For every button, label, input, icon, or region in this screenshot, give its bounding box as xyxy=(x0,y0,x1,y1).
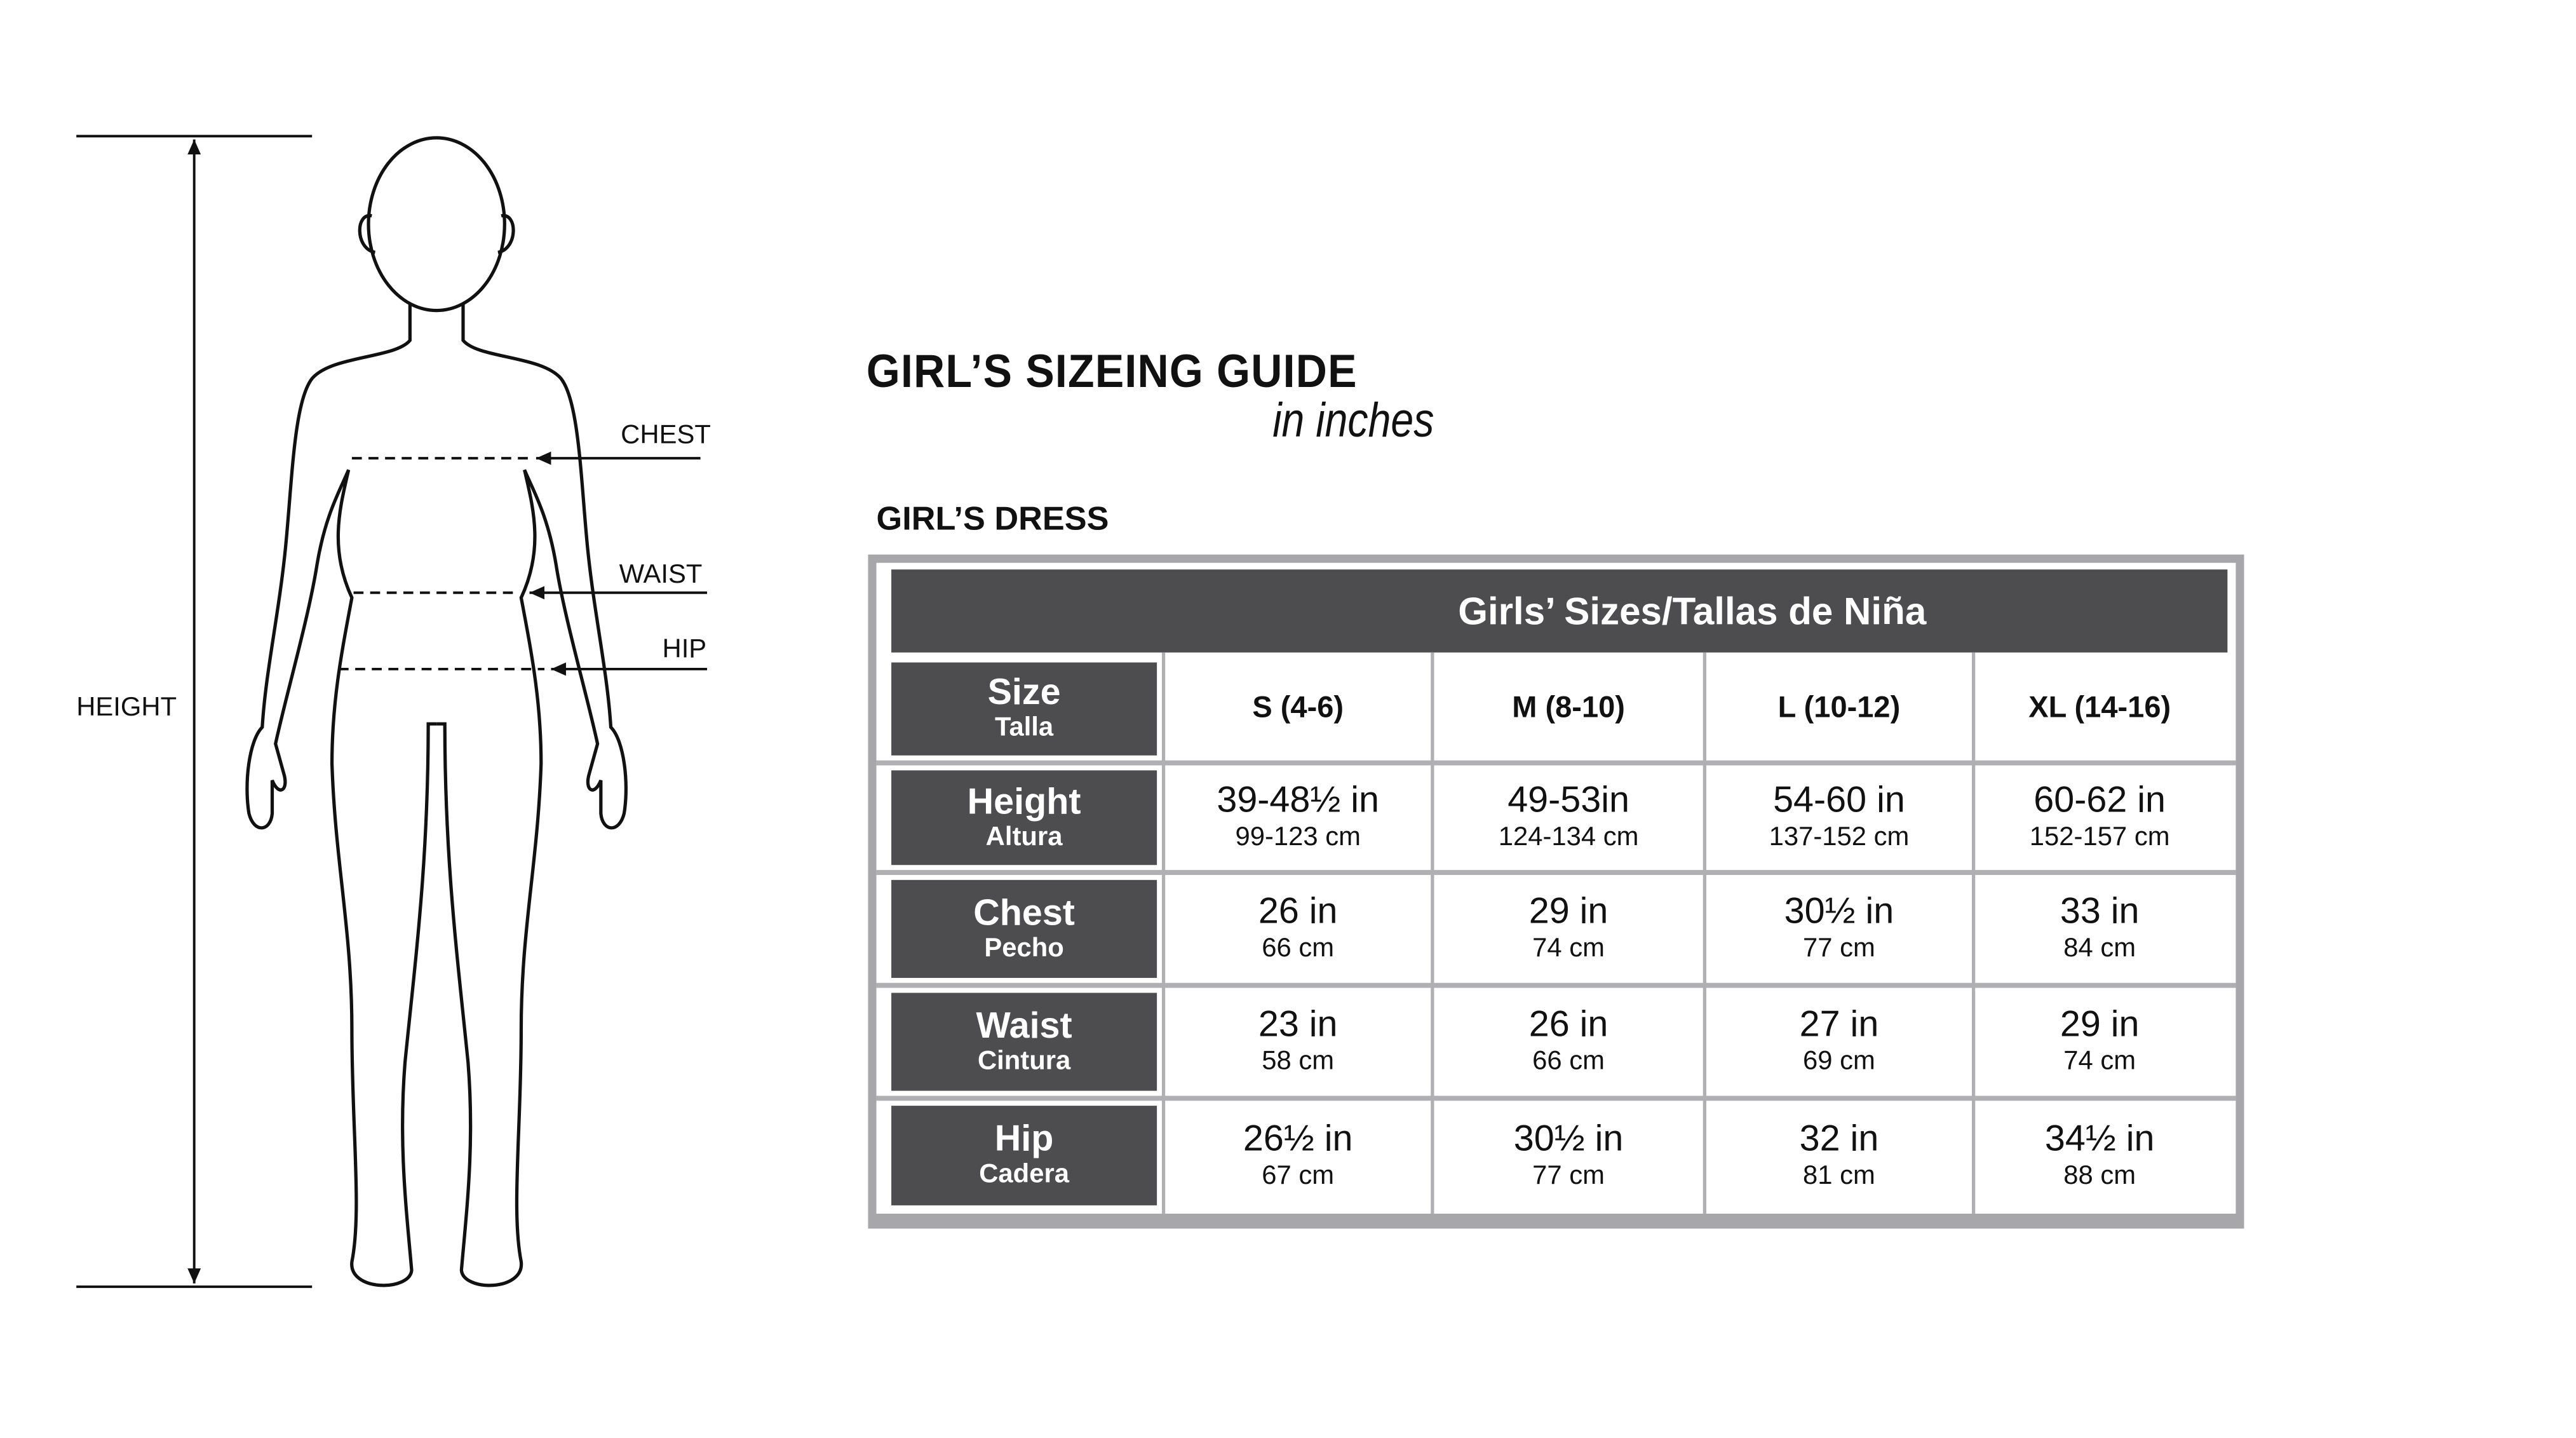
column-divider xyxy=(1161,652,1166,1214)
value-cm: 67 cm xyxy=(1262,1161,1335,1190)
size-label-es: Talla xyxy=(995,714,1054,742)
row-label-chest: Chest Pecho xyxy=(891,879,1157,978)
chest-label: CHEST xyxy=(621,421,711,451)
column-divider xyxy=(1972,652,1976,1214)
table-cell: 26 in 66 cm xyxy=(1165,873,1431,982)
table-cell: 26½ in 67 cm xyxy=(1165,1099,1431,1211)
measurement-label-es: Cintura xyxy=(977,1047,1071,1075)
size-row-label: Size Talla xyxy=(891,662,1157,756)
size-column-header: L (10-12) xyxy=(1777,690,1901,724)
value-inches: 26½ in xyxy=(1243,1116,1353,1158)
measurement-label-es: Pecho xyxy=(984,933,1064,963)
guide-subtitle: in inches xyxy=(1272,395,1434,449)
value-cm: 137-152 cm xyxy=(1769,823,1910,852)
table-cell: 49-53in 124-134 cm xyxy=(1434,764,1703,870)
value-inches: 29 in xyxy=(2060,1003,2140,1045)
size-table: Girls’ Sizes/Tallas de Niña Size Talla S (… xyxy=(868,554,2244,1229)
value-cm: 81 cm xyxy=(1803,1161,1875,1190)
measurement-label: Waist xyxy=(976,1003,1072,1045)
column-divider xyxy=(1431,652,1434,1214)
table-cell: 30½ in 77 cm xyxy=(1706,873,1972,982)
measurement-label-es: Cadera xyxy=(979,1160,1069,1189)
waist-label: WAIST xyxy=(619,561,703,590)
value-inches: 54-60 in xyxy=(1773,778,1905,820)
table-cell: 54-60 in 137-152 cm xyxy=(1706,764,1972,870)
value-cm: 88 cm xyxy=(2063,1161,2136,1190)
girl-silhouette xyxy=(247,136,626,1285)
table-cell: 30½ in 77 cm xyxy=(1434,1099,1703,1211)
table-cell: 34½ in 88 cm xyxy=(1975,1099,2224,1211)
value-cm: 152-157 cm xyxy=(2029,823,2170,852)
row-divider xyxy=(876,870,2236,875)
table-cell: 26 in 66 cm xyxy=(1434,986,1703,1095)
guide-title: GIRL’S SIZEING GUIDE xyxy=(866,345,1358,397)
measurement-label: Height xyxy=(967,779,1081,822)
table-cell: 60-62 in 152-157 cm xyxy=(1975,764,2224,870)
value-cm: 74 cm xyxy=(2063,1047,2136,1076)
value-cm: 77 cm xyxy=(1803,935,1875,963)
value-inches: 39-48½ in xyxy=(1217,778,1380,820)
value-inches: 23 in xyxy=(1258,1003,1338,1045)
table-cell: 32 in 81 cm xyxy=(1706,1099,1972,1211)
table-cell: 29 in 74 cm xyxy=(1975,986,2224,1095)
measurement-label: Chest xyxy=(973,890,1075,933)
value-inches: 32 in xyxy=(1799,1116,1879,1158)
measurement-label-es: Altura xyxy=(985,822,1063,851)
section-title: GIRL’S DRESS xyxy=(876,501,1109,538)
row-label-waist: Waist Cintura xyxy=(891,993,1157,1091)
value-cm: 66 cm xyxy=(1262,935,1335,963)
column-divider xyxy=(1703,652,1706,1214)
value-inches: 34½ in xyxy=(2044,1116,2155,1158)
value-inches: 26 in xyxy=(1258,890,1338,932)
size-column-header: M (8-10) xyxy=(1512,690,1625,724)
body-figure-diagram xyxy=(76,135,708,1288)
size-label: Size xyxy=(987,670,1061,712)
value-inches: 26 in xyxy=(1528,1003,1608,1045)
value-inches: 49-53in xyxy=(1507,778,1629,820)
value-inches: 29 in xyxy=(1528,890,1608,932)
size-column-header: XL (14-16) xyxy=(2028,690,2171,724)
hip-label: HIP xyxy=(662,635,707,665)
table-cell: 39-48½ in 99-123 cm xyxy=(1165,764,1431,870)
value-inches: 27 in xyxy=(1799,1003,1879,1045)
value-cm: 58 cm xyxy=(1262,1047,1335,1076)
row-divider xyxy=(876,760,2236,766)
value-cm: 99-123 cm xyxy=(1235,823,1361,852)
measurement-label: Hip xyxy=(994,1117,1054,1159)
size-column-header: S (4-6) xyxy=(1252,690,1344,724)
table-cell: 27 in 69 cm xyxy=(1706,986,1972,1095)
value-cm: 69 cm xyxy=(1803,1047,1875,1076)
row-label-height: Height Altura xyxy=(891,770,1157,865)
value-cm: 66 cm xyxy=(1532,1047,1605,1076)
value-inches: 33 in xyxy=(2060,890,2140,932)
table-cell: 23 in 58 cm xyxy=(1165,986,1431,1095)
value-cm: 77 cm xyxy=(1532,1161,1605,1190)
table-cell: 29 in 74 cm xyxy=(1434,873,1703,982)
value-cm: 74 cm xyxy=(1532,935,1605,963)
row-divider xyxy=(876,982,2236,988)
table-header: Girls’ Sizes/Tallas de Niña xyxy=(891,569,2228,653)
value-cm: 124-134 cm xyxy=(1498,823,1639,852)
value-cm: 84 cm xyxy=(2063,935,2136,963)
row-label-hip: Hip Cadera xyxy=(891,1106,1157,1205)
value-inches: 30½ in xyxy=(1784,890,1894,932)
row-divider xyxy=(876,1095,2236,1101)
table-cell: 33 in 84 cm xyxy=(1975,873,2224,982)
value-inches: 30½ in xyxy=(1513,1116,1624,1158)
value-inches: 60-62 in xyxy=(2033,778,2166,820)
height-label: HEIGHT xyxy=(76,694,177,722)
